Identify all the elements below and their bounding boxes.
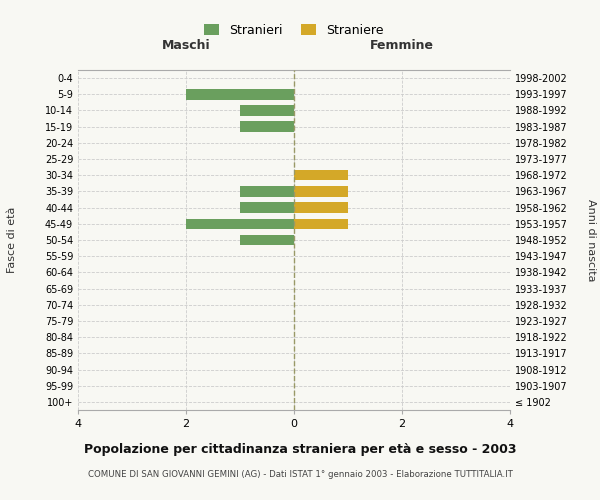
Text: Popolazione per cittadinanza straniera per età e sesso - 2003: Popolazione per cittadinanza straniera p…	[84, 442, 516, 456]
Bar	[240, 122, 294, 132]
Bar	[294, 170, 348, 180]
Bar	[294, 202, 348, 213]
Bar	[240, 186, 294, 196]
Bar	[186, 89, 294, 100]
Bar	[240, 202, 294, 213]
Bar	[294, 186, 348, 196]
Text: COMUNE DI SAN GIOVANNI GEMINI (AG) - Dati ISTAT 1° gennaio 2003 - Elaborazione T: COMUNE DI SAN GIOVANNI GEMINI (AG) - Dat…	[88, 470, 512, 479]
Bar	[240, 234, 294, 246]
Bar	[294, 218, 348, 229]
Text: Femmine: Femmine	[370, 40, 434, 52]
Legend: Stranieri, Straniere: Stranieri, Straniere	[204, 24, 384, 36]
Text: Maschi: Maschi	[161, 40, 211, 52]
Text: Fasce di età: Fasce di età	[7, 207, 17, 273]
Text: Anni di nascita: Anni di nascita	[586, 198, 596, 281]
Bar	[240, 105, 294, 116]
Bar	[186, 218, 294, 229]
